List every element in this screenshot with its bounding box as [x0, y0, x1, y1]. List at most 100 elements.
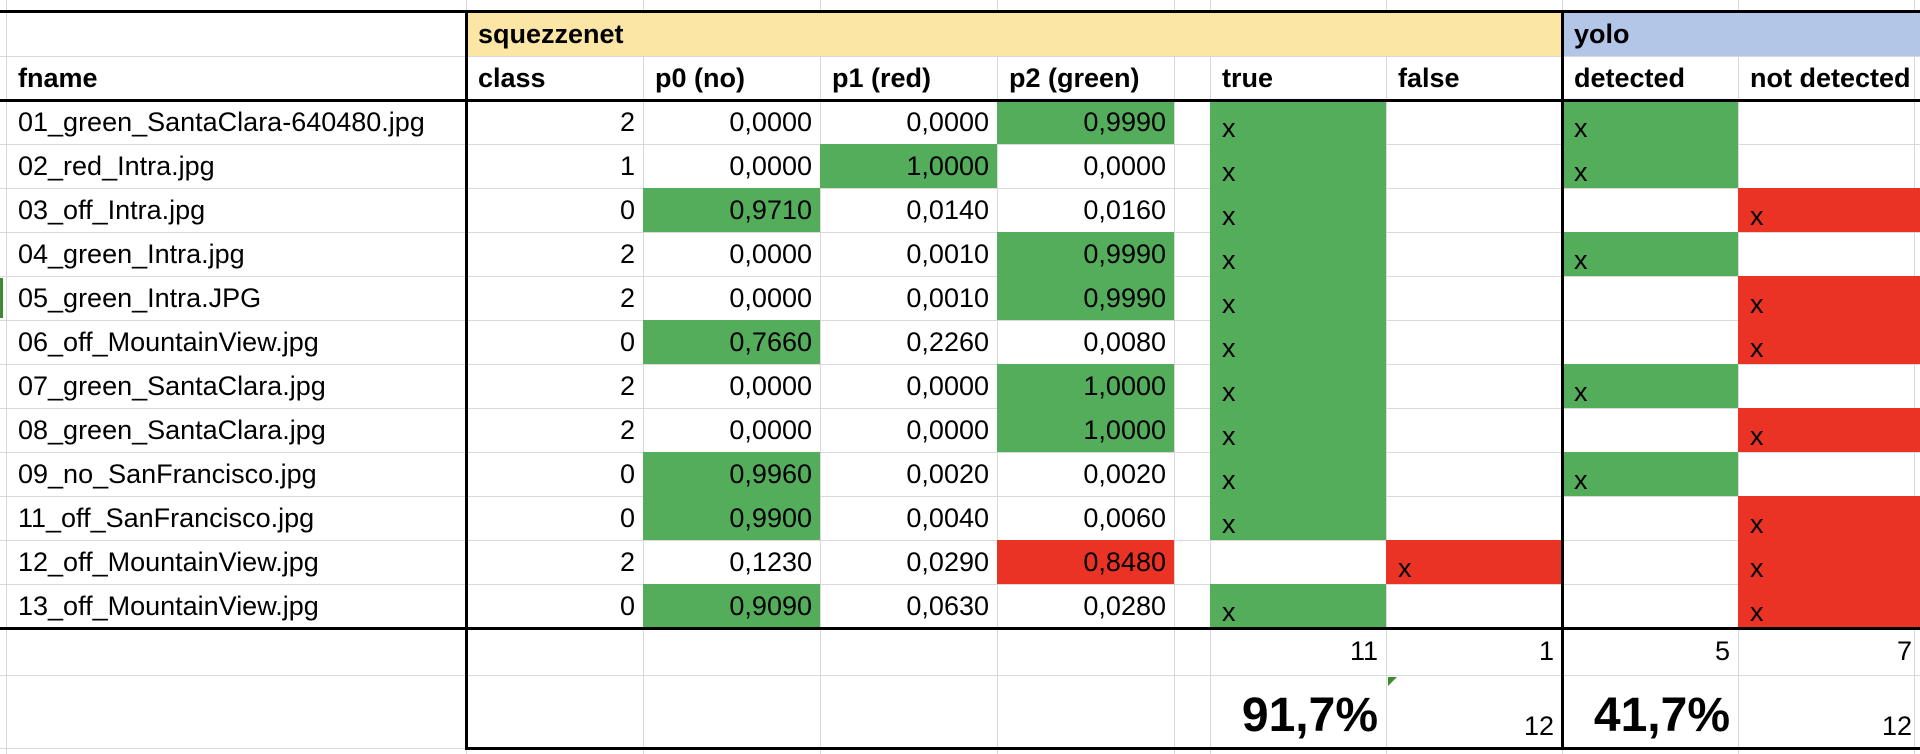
cell-p0[interactable]: 0,0000: [729, 238, 812, 269]
column-header-not-detected[interactable]: not detected: [1750, 62, 1911, 93]
cell-false[interactable]: [1386, 408, 1562, 452]
cell-true[interactable]: x: [1210, 100, 1386, 144]
cell-class[interactable]: 0: [619, 502, 635, 533]
cell-p2[interactable]: 1,0000: [997, 408, 1174, 452]
cell-class[interactable]: 0: [619, 194, 635, 225]
cell-p0[interactable]: 0,1230: [729, 546, 812, 577]
summary-true-count[interactable]: 11: [1349, 636, 1378, 666]
cell-not-detected[interactable]: x: [1738, 320, 1920, 364]
cell-detected[interactable]: [1562, 408, 1738, 452]
cell-p1[interactable]: 0,0630: [906, 590, 989, 621]
cell-true[interactable]: x: [1210, 452, 1386, 496]
cell-true[interactable]: x: [1210, 408, 1386, 452]
cell-p1[interactable]: 0,0020: [906, 458, 989, 489]
cell-fname[interactable]: 04_green_Intra.jpg: [18, 238, 245, 269]
cell-class[interactable]: 2: [619, 282, 635, 313]
cell-p1[interactable]: 0,0290: [906, 546, 989, 577]
cell-detected[interactable]: x: [1562, 232, 1738, 276]
cell-p2[interactable]: 0,9990: [997, 232, 1174, 276]
column-header-fname[interactable]: fname: [18, 62, 98, 93]
cell-p0[interactable]: 0,0000: [729, 282, 812, 313]
cell-not-detected[interactable]: x: [1738, 188, 1920, 232]
summary-false-count[interactable]: 1: [1538, 636, 1554, 666]
column-header-detected[interactable]: detected: [1574, 62, 1686, 93]
cell-class[interactable]: 0: [619, 458, 635, 489]
cell-true[interactable]: [1210, 540, 1386, 584]
cell-false[interactable]: x: [1386, 540, 1562, 584]
cell-not-detected[interactable]: x: [1738, 276, 1920, 320]
cell-true[interactable]: x: [1210, 320, 1386, 364]
cell-not-detected[interactable]: [1738, 452, 1920, 496]
column-header-p0[interactable]: p0 (no): [655, 62, 745, 93]
cell-false[interactable]: [1386, 320, 1562, 364]
summary-detected-count[interactable]: 5: [1714, 636, 1730, 666]
cell-fname[interactable]: 03_off_Intra.jpg: [18, 194, 206, 225]
cell-p1[interactable]: 0,0010: [906, 282, 989, 313]
cell-p0[interactable]: 0,0000: [729, 150, 812, 181]
cell-class[interactable]: 2: [619, 106, 635, 137]
cell-fname[interactable]: 01_green_SantaClara-640480.jpg: [18, 106, 425, 137]
cell-p0[interactable]: 0,0000: [729, 106, 812, 137]
cell-false[interactable]: [1386, 144, 1562, 188]
cell-p2[interactable]: 0,8480: [997, 540, 1174, 584]
cell-not-detected[interactable]: x: [1738, 408, 1920, 452]
cell-fname[interactable]: 09_no_SanFrancisco.jpg: [18, 458, 317, 489]
cell-true[interactable]: x: [1210, 584, 1386, 628]
cell-p1[interactable]: 0,0000: [906, 106, 989, 137]
cell-detected[interactable]: x: [1562, 364, 1738, 408]
cell-detected[interactable]: [1562, 188, 1738, 232]
cell-p0[interactable]: 0,0000: [729, 370, 812, 401]
cell-p2[interactable]: 0,0160: [1083, 194, 1166, 225]
summary-yolo-accuracy[interactable]: 41,7%: [1593, 689, 1730, 742]
cell-detected[interactable]: x: [1562, 144, 1738, 188]
cell-false[interactable]: [1386, 584, 1562, 628]
cell-false[interactable]: [1386, 276, 1562, 320]
cell-p0[interactable]: 0,0000: [729, 414, 812, 445]
cell-p2[interactable]: 1,0000: [997, 364, 1174, 408]
cell-class[interactable]: 2: [619, 370, 635, 401]
cell-detected[interactable]: [1562, 584, 1738, 628]
cell-not-detected[interactable]: [1738, 232, 1920, 276]
cell-false[interactable]: [1386, 452, 1562, 496]
cell-p2[interactable]: 0,0000: [1083, 150, 1166, 181]
cell-p2[interactable]: 0,0280: [1083, 590, 1166, 621]
summary-not-detected-count[interactable]: 7: [1896, 636, 1912, 666]
cell-fname[interactable]: 11_off_SanFrancisco.jpg: [18, 502, 315, 533]
column-header-p1[interactable]: p1 (red): [832, 62, 932, 93]
cell-p1[interactable]: 0,0040: [906, 502, 989, 533]
cell-not-detected[interactable]: x: [1738, 540, 1920, 584]
cell-fname[interactable]: 12_off_MountainView.jpg: [18, 546, 319, 577]
cell-class[interactable]: 2: [619, 414, 635, 445]
cell-p1[interactable]: 0,0010: [906, 238, 989, 269]
cell-p1[interactable]: 0,2260: [906, 326, 989, 357]
cell-p1[interactable]: 0,0000: [906, 370, 989, 401]
cell-class[interactable]: 0: [619, 590, 635, 621]
column-header-p2[interactable]: p2 (green): [1009, 62, 1140, 93]
cell-true[interactable]: x: [1210, 144, 1386, 188]
column-header-true[interactable]: true: [1222, 62, 1274, 93]
cell-fname[interactable]: 06_off_MountainView.jpg: [18, 326, 319, 357]
cell-fname[interactable]: 05_green_Intra.JPG: [18, 282, 262, 313]
cell-not-detected[interactable]: [1738, 100, 1920, 144]
cell-p0[interactable]: 0,9090: [643, 584, 820, 628]
cell-detected[interactable]: x: [1562, 452, 1738, 496]
cell-class[interactable]: 0: [619, 326, 635, 357]
column-header-false[interactable]: false: [1398, 62, 1460, 93]
cell-class[interactable]: 2: [619, 546, 635, 577]
cell-p0[interactable]: 0,7660: [643, 320, 820, 364]
cell-fname[interactable]: 13_off_MountainView.jpg: [18, 590, 319, 621]
cell-true[interactable]: x: [1210, 496, 1386, 540]
cell-false[interactable]: [1386, 496, 1562, 540]
cell-detected[interactable]: [1562, 496, 1738, 540]
cell-detected[interactable]: [1562, 540, 1738, 584]
cell-not-detected[interactable]: x: [1738, 584, 1920, 628]
cell-true[interactable]: x: [1210, 232, 1386, 276]
cell-fname[interactable]: 08_green_SantaClara.jpg: [18, 414, 326, 445]
summary-squeezenet-accuracy[interactable]: 91,7%: [1241, 689, 1378, 742]
group-header-squeezenet[interactable]: squezzenet: [466, 12, 1562, 56]
cell-p0[interactable]: 0,9960: [643, 452, 820, 496]
cell-p2[interactable]: 0,9990: [997, 276, 1174, 320]
column-header-class[interactable]: class: [478, 62, 546, 93]
cell-p0[interactable]: 0,9900: [643, 496, 820, 540]
